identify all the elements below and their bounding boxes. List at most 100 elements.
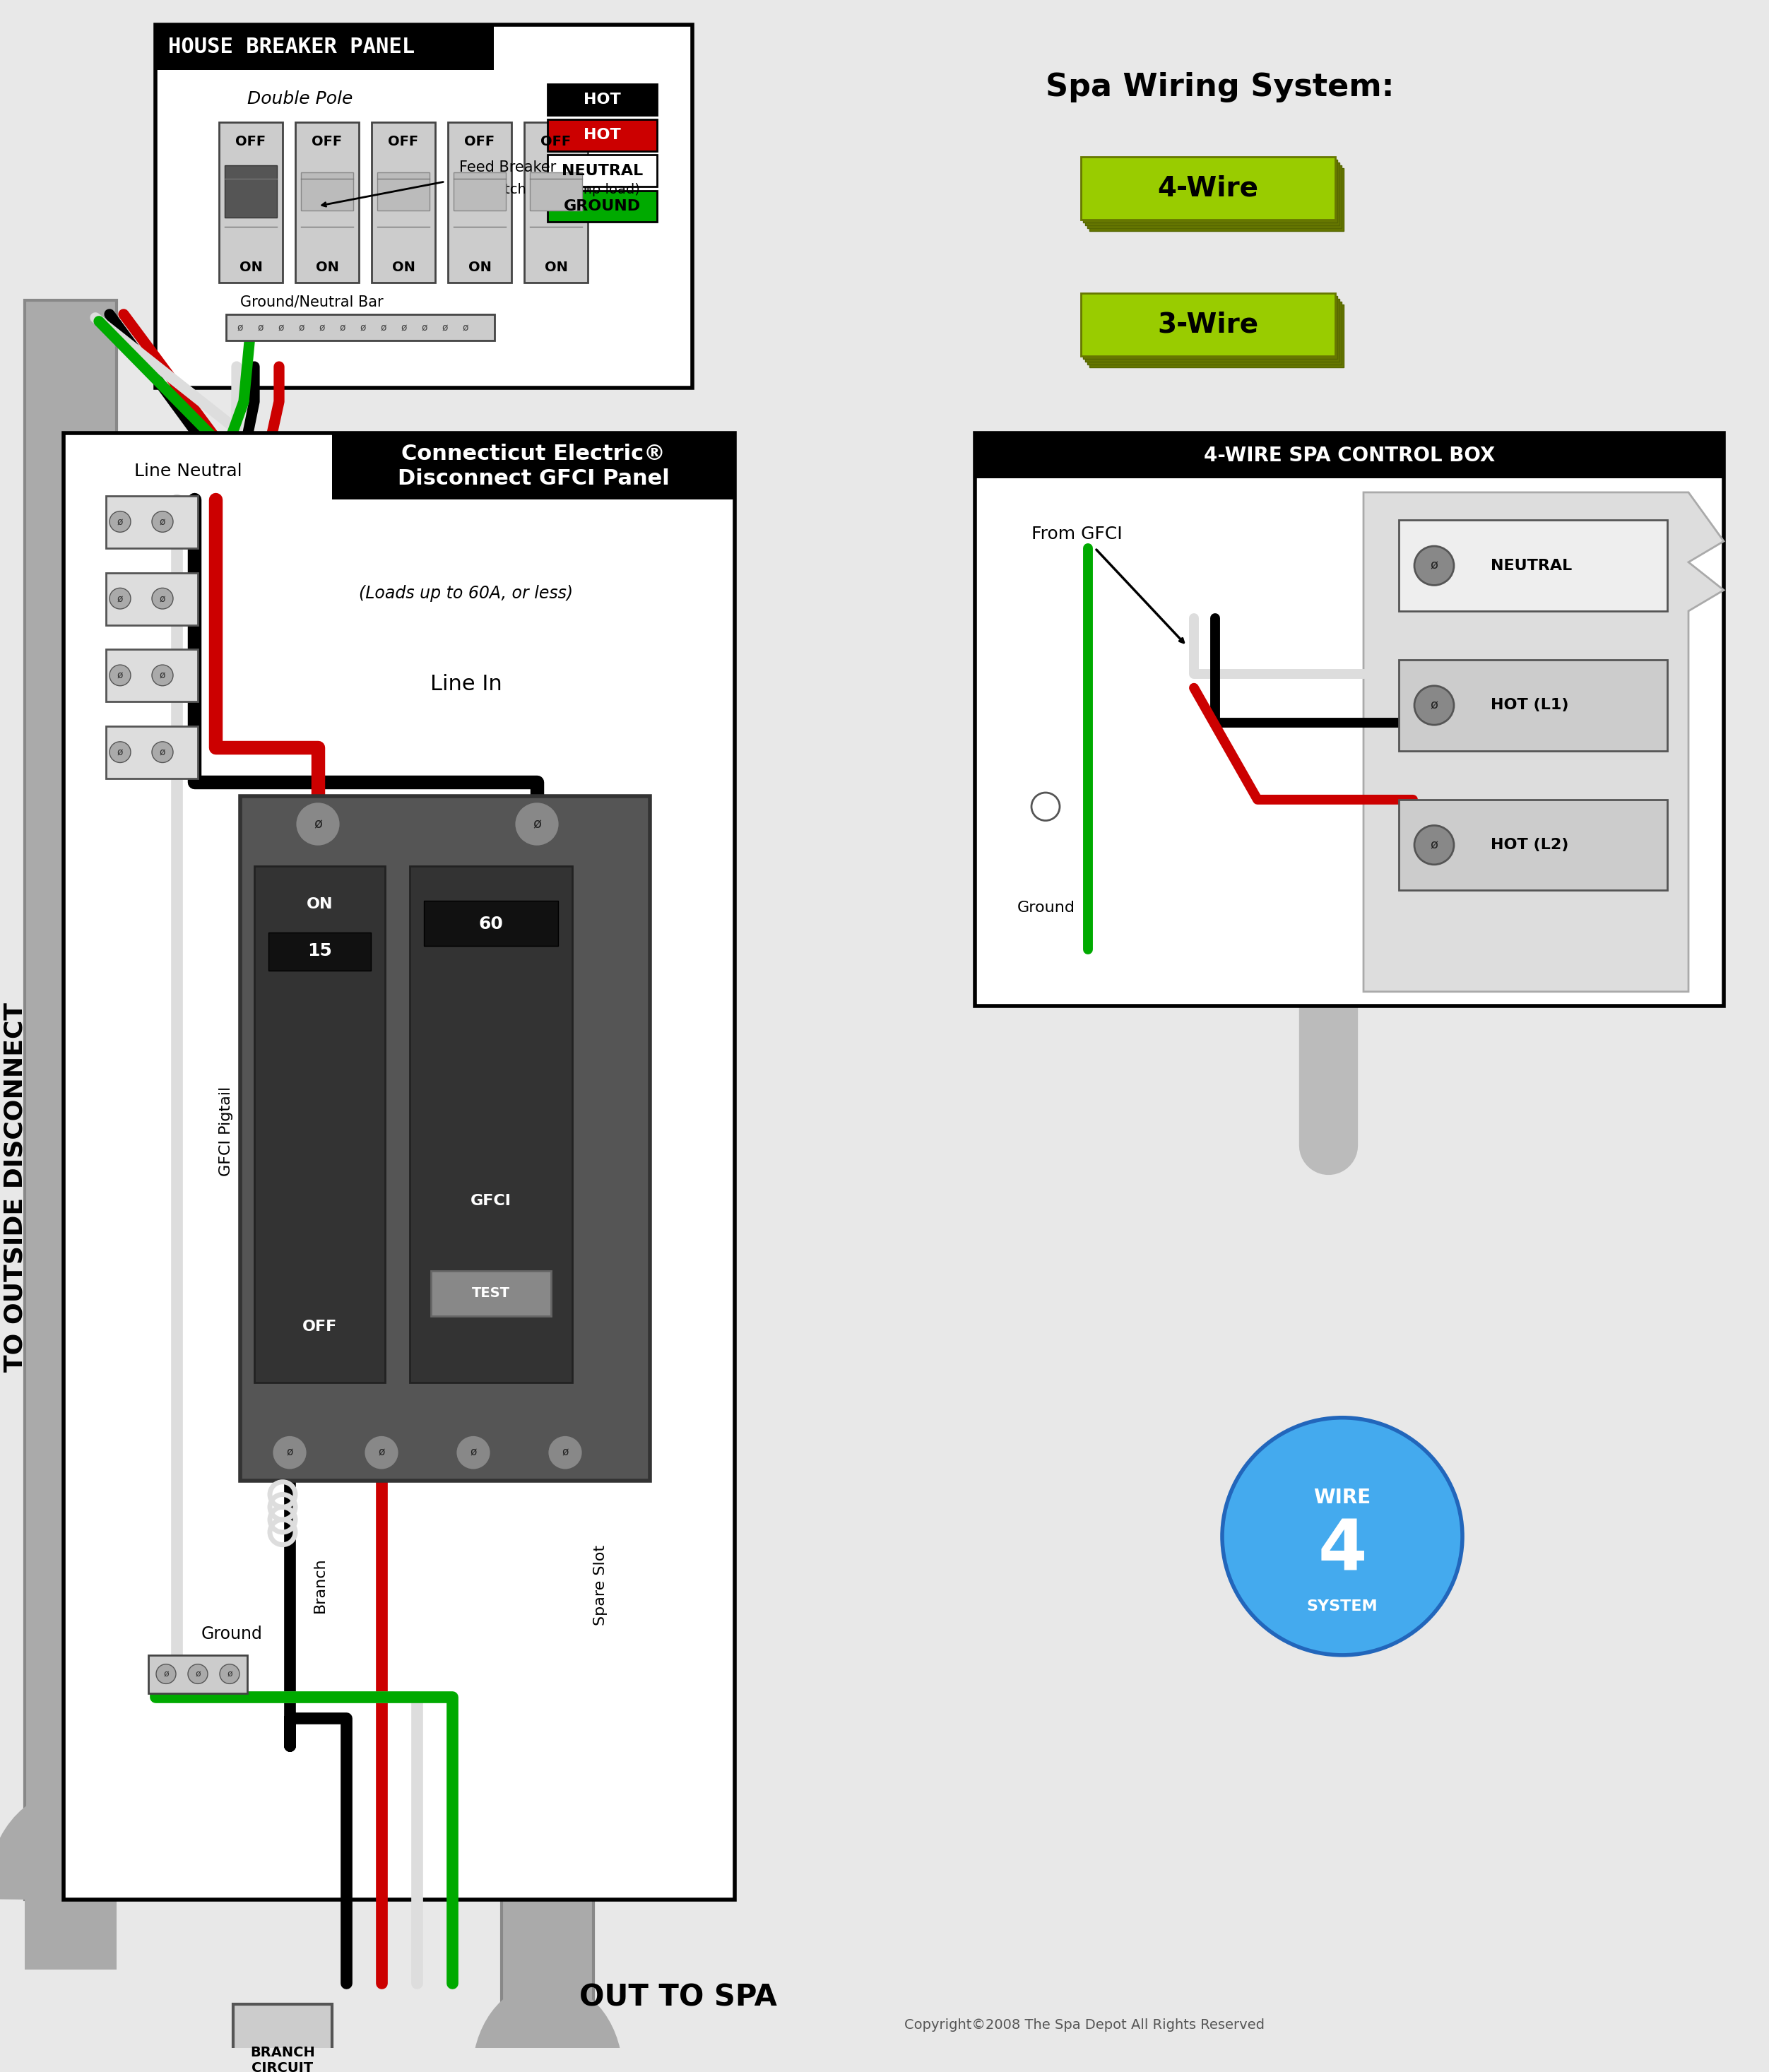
Text: ø: ø [1431, 839, 1438, 852]
Text: ø: ø [117, 671, 124, 680]
Text: (to match spa's amp load): (to match spa's amp load) [460, 182, 640, 197]
Text: ø: ø [532, 816, 541, 831]
Text: From GFCI: From GFCI [1031, 526, 1122, 543]
Circle shape [272, 1436, 308, 1469]
Bar [377, 172, 430, 211]
Bar [453, 172, 506, 211]
Text: ON: ON [239, 261, 262, 274]
Bar [241, 796, 649, 1481]
Text: OFF: OFF [387, 135, 419, 149]
Bar [295, 122, 359, 284]
Bar [226, 315, 495, 340]
Text: OFF: OFF [541, 135, 571, 149]
Text: ø: ø [299, 323, 304, 332]
Circle shape [110, 665, 131, 686]
Text: ø: ø [379, 1446, 386, 1459]
Text: GROUND: GROUND [564, 199, 640, 213]
Bar [975, 433, 1723, 1005]
Bar [548, 83, 656, 116]
Text: ø: ø [163, 1670, 168, 1678]
Circle shape [110, 742, 131, 762]
Text: GFCI Pigtail: GFCI Pigtail [219, 1086, 234, 1177]
Bar [432, 1270, 552, 1316]
Text: (Loads up to 60A, or less): (Loads up to 60A, or less) [359, 584, 573, 603]
Text: ø: ø [1431, 559, 1438, 572]
Text: ø: ø [1431, 698, 1438, 711]
Text: ON: ON [469, 261, 492, 274]
Bar [1399, 800, 1666, 891]
Circle shape [188, 1664, 207, 1685]
Bar [64, 433, 734, 1900]
Bar [301, 172, 354, 211]
Circle shape [456, 1436, 492, 1469]
Text: OFF: OFF [465, 135, 495, 149]
Bar [1088, 166, 1341, 228]
Text: ø: ø [340, 323, 345, 332]
Text: GFCI: GFCI [471, 1193, 511, 1208]
Bar [502, 1759, 593, 2072]
Circle shape [1415, 547, 1454, 584]
Text: ø: ø [117, 593, 124, 603]
Text: HOT (L1): HOT (L1) [1491, 698, 1569, 713]
Bar [106, 495, 198, 549]
Text: 4-WIRE SPA CONTROL BOX: 4-WIRE SPA CONTROL BOX [1203, 445, 1495, 466]
Text: Disconnect GFCI Panel: Disconnect GFCI Panel [398, 468, 669, 489]
Bar [25, 300, 117, 1900]
Text: TEST: TEST [472, 1287, 509, 1299]
Bar [1084, 298, 1339, 363]
Bar [106, 649, 198, 702]
Circle shape [295, 802, 340, 845]
Bar [548, 155, 656, 186]
Circle shape [152, 588, 173, 609]
Text: OFF: OFF [302, 1320, 338, 1334]
Circle shape [548, 1436, 582, 1469]
Text: Line Neutral: Line Neutral [134, 462, 242, 481]
Circle shape [110, 588, 131, 609]
Text: Connecticut Electric®: Connecticut Electric® [402, 443, 665, 464]
Circle shape [219, 1664, 239, 1685]
Circle shape [152, 512, 173, 533]
Text: ø: ø [117, 516, 124, 526]
Text: ø: ø [159, 748, 166, 756]
Text: ø: ø [159, 671, 166, 680]
Bar [225, 166, 278, 218]
Circle shape [152, 665, 173, 686]
Text: ON: ON [391, 261, 416, 274]
Polygon shape [1364, 493, 1723, 992]
Text: HOT (L2): HOT (L2) [1491, 837, 1569, 852]
Text: Ground: Ground [202, 1627, 264, 1643]
Text: HOT: HOT [584, 128, 621, 143]
Text: ø: ø [563, 1446, 568, 1459]
Text: NEUTRAL: NEUTRAL [1491, 559, 1573, 572]
Text: Spare Slot: Spare Slot [593, 1546, 607, 1627]
Text: ø: ø [278, 323, 285, 332]
Text: Branch: Branch [313, 1558, 327, 1612]
Text: ON: ON [306, 897, 333, 912]
Text: 4: 4 [1318, 1517, 1367, 1585]
Text: OUT TO SPA: OUT TO SPA [580, 1983, 777, 2012]
Bar [1090, 305, 1344, 367]
Bar [1399, 661, 1666, 750]
Text: ø: ø [421, 323, 428, 332]
Text: ø: ø [226, 1670, 232, 1678]
Text: ø: ø [318, 323, 325, 332]
Bar [333, 433, 734, 499]
Text: ON: ON [545, 261, 568, 274]
Text: 4-Wire: 4-Wire [1157, 176, 1258, 201]
Bar [371, 122, 435, 284]
Text: Double Pole: Double Pole [248, 91, 352, 108]
Bar [25, 1892, 117, 1968]
Circle shape [156, 1664, 175, 1685]
Bar [106, 727, 198, 779]
Circle shape [1222, 1417, 1463, 1656]
Bar [975, 433, 1723, 479]
Text: OFF: OFF [311, 135, 343, 149]
Text: Feed Breaker: Feed Breaker [460, 160, 555, 174]
Text: ø: ø [471, 1446, 476, 1459]
Bar [149, 1656, 248, 1693]
Text: ø: ø [195, 1670, 200, 1678]
Text: ø: ø [402, 323, 407, 332]
Bar [269, 932, 371, 970]
Text: 3-Wire: 3-Wire [1157, 311, 1258, 338]
Bar [1090, 168, 1344, 232]
